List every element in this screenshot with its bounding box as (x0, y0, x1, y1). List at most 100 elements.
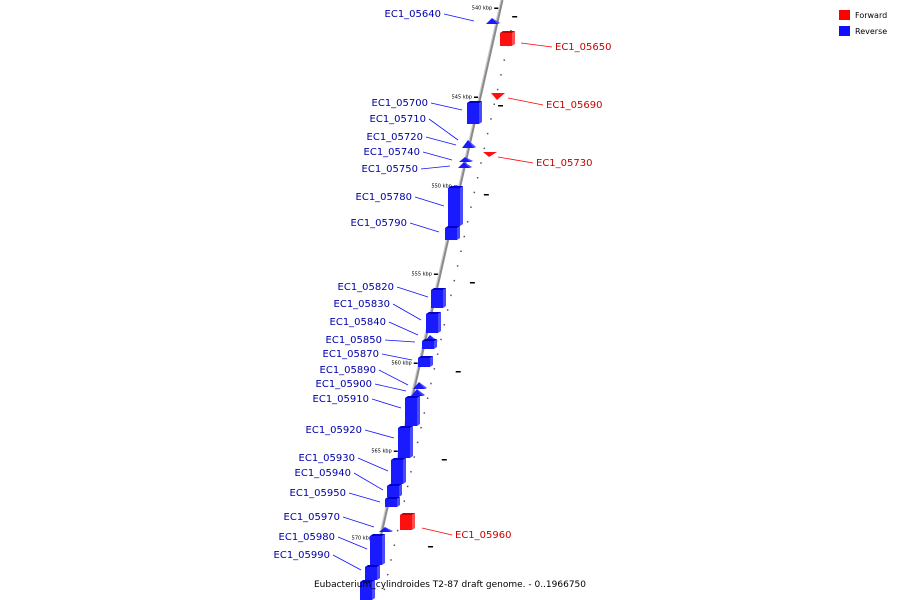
gene-side (372, 580, 375, 600)
gene-label-ec1-05980[interactable]: EC1_05980 (279, 532, 335, 543)
gene-label-ec1-05690[interactable]: EC1_05690 (546, 100, 602, 111)
gene-label-ec1-05830[interactable]: EC1_05830 (334, 299, 390, 310)
minor-tick (386, 573, 389, 576)
gene-glyph-ec1-05690[interactable] (491, 93, 505, 100)
gene-label-connector (364, 429, 395, 439)
gene-glyph-ec1-05850[interactable] (418, 356, 433, 367)
gene-label-ec1-05950[interactable]: EC1_05950 (290, 488, 346, 499)
gene-arrow (491, 93, 505, 100)
gene-label-ec1-05990[interactable]: EC1_05990 (274, 550, 330, 561)
gene-label-connector (420, 165, 451, 170)
gene-label-connector (381, 353, 413, 361)
minor-tick (470, 206, 472, 208)
gene-side (382, 534, 385, 565)
ruler-label: 545 kbp (452, 95, 472, 101)
gene-glyph-ec1-05900[interactable] (405, 396, 420, 426)
minor-tick (443, 324, 446, 326)
gene-top (405, 396, 420, 398)
gene-label-ec1-05740[interactable]: EC1_05740 (364, 147, 420, 158)
gene-glyph-ec1-05820[interactable] (426, 312, 441, 333)
gene-side (412, 513, 415, 530)
gene-label-ec1-05700[interactable]: EC1_05700 (372, 98, 428, 109)
gene-front (500, 33, 512, 46)
gene-label-ec1-05960[interactable]: EC1_05960 (455, 530, 511, 541)
gene-side (397, 497, 400, 507)
gene-side (417, 396, 420, 426)
gene-label-ec1-05970[interactable]: EC1_05970 (284, 512, 340, 523)
gene-side (377, 565, 380, 580)
gene-front (448, 188, 460, 226)
gene-arrow-side (468, 140, 476, 148)
gene-label-ec1-05820[interactable]: EC1_05820 (338, 282, 394, 293)
gene-glyph-ec1-05730[interactable] (459, 157, 473, 162)
gene-label-ec1-05730[interactable]: EC1_05730 (536, 158, 592, 169)
minor-tick (500, 74, 502, 76)
gene-label-ec1-05640[interactable]: EC1_05640 (385, 9, 441, 20)
gene-label-ec1-05710[interactable]: EC1_05710 (370, 114, 426, 125)
gene-glyph-ec1-05720[interactable] (483, 152, 497, 157)
gene-label-ec1-05790[interactable]: EC1_05790 (351, 218, 407, 229)
gene-arrow-side (465, 157, 473, 162)
gene-glyph-ec1-05960[interactable] (379, 527, 393, 532)
gene-label-connector (348, 492, 381, 503)
minor-tick (496, 88, 499, 91)
gene-label-ec1-05930[interactable]: EC1_05930 (299, 453, 355, 464)
gene-label-ec1-05910[interactable]: EC1_05910 (313, 394, 369, 405)
gene-label-ec1-05940[interactable]: EC1_05940 (295, 468, 351, 479)
gene-glyph-ec1-05840[interactable] (422, 339, 437, 349)
gene-glyph-ec1-05750[interactable] (448, 186, 463, 226)
gene-label-ec1-05780[interactable]: EC1_05780 (356, 192, 412, 203)
minor-tick (510, 30, 512, 32)
gene-glyph-ec1-05650[interactable] (500, 31, 515, 46)
legend-reverse-swatch (839, 26, 850, 36)
gene-front (422, 341, 434, 349)
gene-label-connector (443, 13, 475, 22)
gene-top (391, 458, 406, 460)
gene-top (426, 312, 441, 314)
minor-tick (456, 265, 459, 267)
gene-glyph-ec1-05920[interactable] (391, 458, 406, 484)
gene-side (479, 101, 482, 124)
gene-label-ec1-05870[interactable]: EC1_05870 (323, 349, 379, 360)
gene-glyph-ec1-05970[interactable] (370, 534, 385, 565)
gene-arrow-side (417, 389, 425, 396)
gene-top (467, 101, 482, 103)
gene-glyph-ec1-05930[interactable] (387, 484, 402, 497)
gene-top (418, 356, 433, 358)
gene-arrow (483, 152, 497, 157)
gene-label-ec1-05900[interactable]: EC1_05900 (316, 379, 372, 390)
gene-glyph-ec1-05710[interactable] (462, 140, 476, 148)
minor-tick (446, 309, 449, 311)
gene-label-ec1-05650[interactable]: EC1_05650 (555, 42, 611, 53)
gene-label-ec1-05890[interactable]: EC1_05890 (320, 365, 376, 376)
gene-label-ec1-05720[interactable]: EC1_05720 (367, 132, 423, 143)
gene-glyph-ec1-05700[interactable] (467, 101, 482, 124)
gene-label-ec1-05850[interactable]: EC1_05850 (326, 335, 382, 346)
gene-glyph-ec1-05740[interactable] (458, 162, 472, 168)
gene-glyph-ec1-05890[interactable] (411, 389, 425, 396)
ruler-label: 550 kbp (431, 184, 451, 190)
gene-glyph-ec1-05950[interactable] (400, 513, 415, 530)
gene-glyph-ec1-05990[interactable] (360, 580, 375, 600)
minor-tick (493, 103, 496, 105)
minor-tick (460, 250, 462, 252)
gene-top (370, 534, 385, 536)
gene-glyph-ec1-05870[interactable] (413, 382, 427, 389)
gene-glyph-ec1-05640[interactable] (486, 18, 500, 24)
legend-reverse-label: Reverse (855, 27, 887, 36)
gene-glyph-ec1-05790[interactable] (431, 288, 446, 308)
minor-tick (490, 118, 492, 120)
minor-tick (403, 500, 406, 502)
gene-front (445, 228, 457, 240)
gene-arrow (458, 162, 470, 168)
gene-label-ec1-05750[interactable]: EC1_05750 (362, 164, 418, 175)
gene-glyph-ec1-05940[interactable] (385, 497, 400, 507)
gene-glyph-ec1-05780[interactable] (445, 226, 460, 240)
gene-glyph-ec1-05910[interactable] (398, 426, 413, 458)
gene-label-ec1-05920[interactable]: EC1_05920 (306, 425, 362, 436)
gene-glyph-ec1-05980[interactable] (365, 565, 380, 580)
gene-label-ec1-05840[interactable]: EC1_05840 (330, 317, 386, 328)
gene-top (500, 31, 515, 33)
gene-arrow-side (464, 162, 472, 168)
